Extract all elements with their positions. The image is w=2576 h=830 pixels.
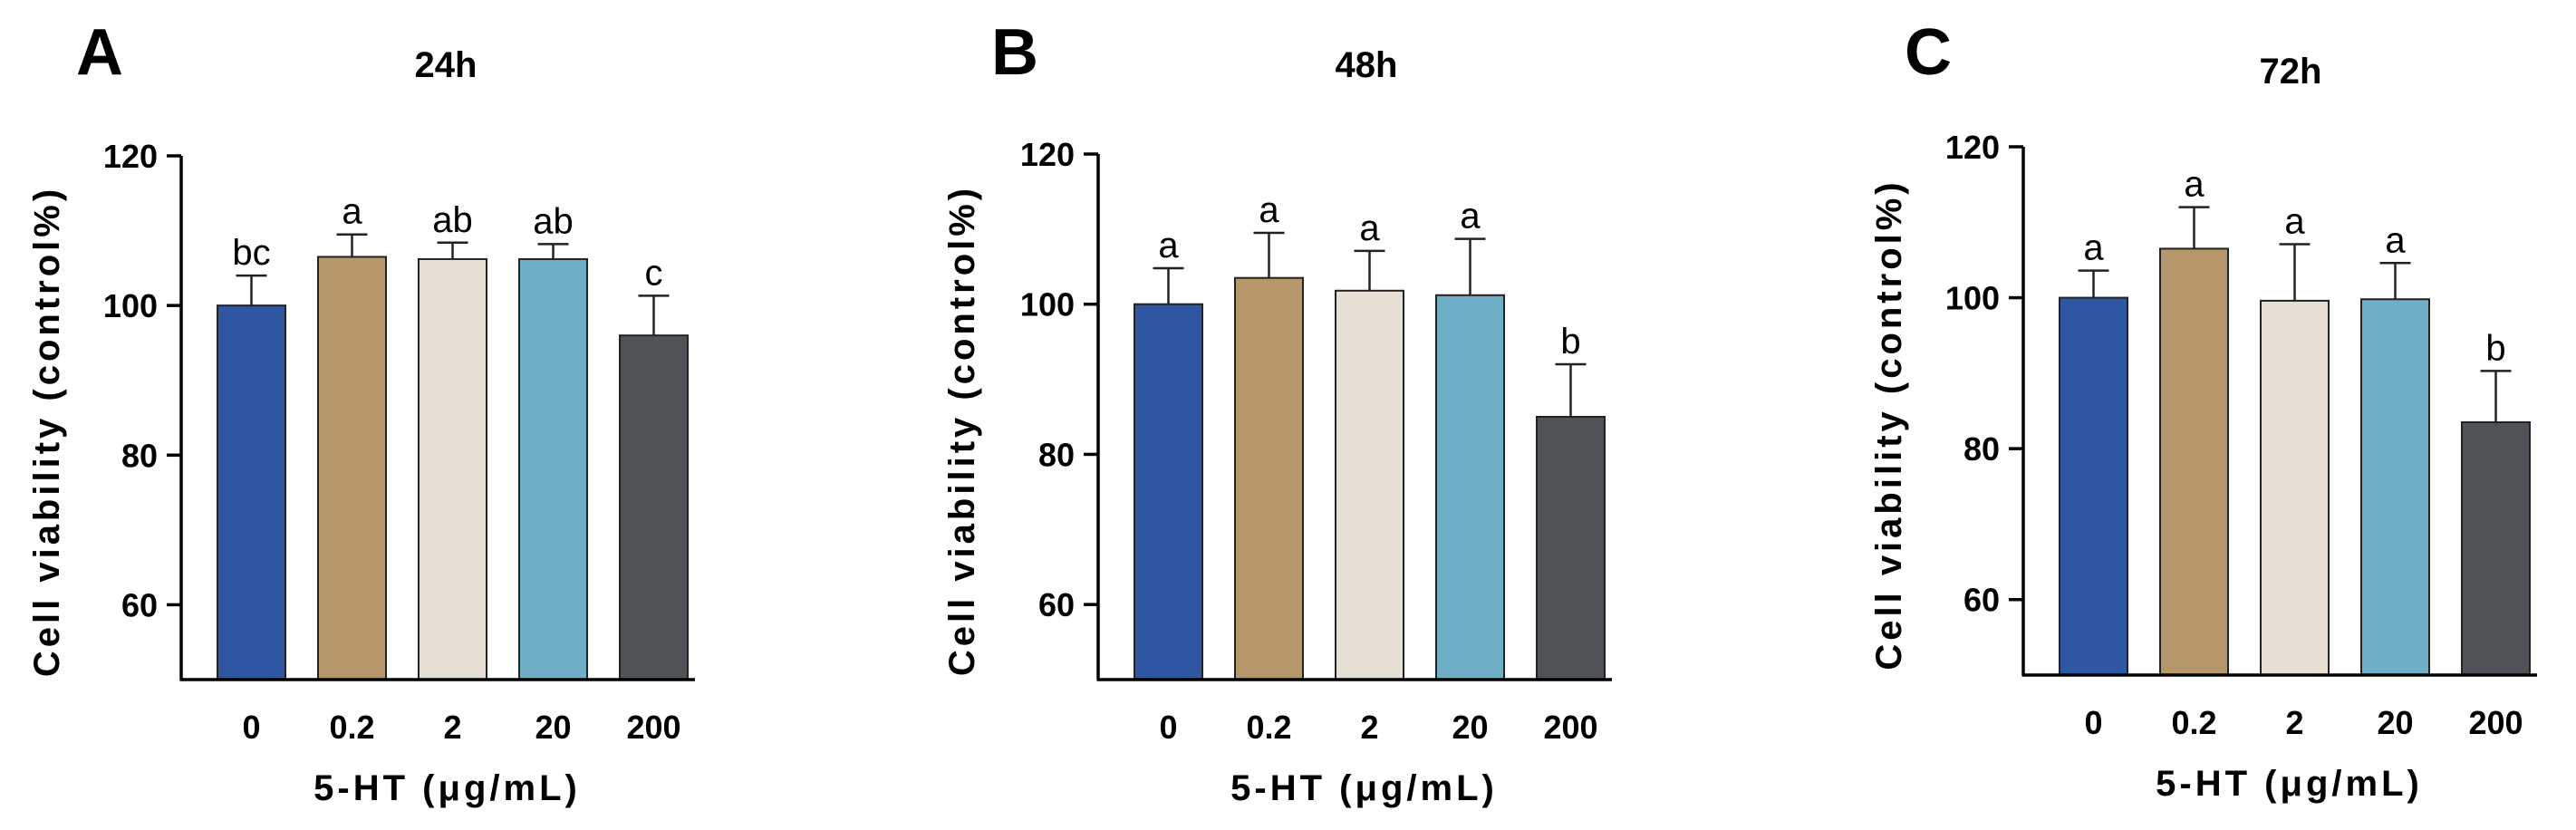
chart-title: 72h <box>2260 52 2322 92</box>
panel-letter: A <box>76 16 123 89</box>
chart-panel-b: B 48h a 0 a 0.2 a 2 a 20 b 200 60 80 100 120 5-HT (μg/mL… <box>942 16 1612 808</box>
y-tick-label: 60 <box>1038 586 1075 623</box>
bar-20 <box>518 257 588 680</box>
y-tick-label: 60 <box>1963 582 2000 619</box>
chart-title: 48h <box>1336 45 1398 85</box>
y-tick-label: 120 <box>103 138 158 175</box>
bar-200 <box>619 334 689 680</box>
y-tick-label: 60 <box>121 586 158 623</box>
y-axis-label: Cell viability (control%) <box>27 186 67 677</box>
x-tick-label: 0 <box>2084 704 2102 741</box>
y-tick-label: 80 <box>1038 436 1075 473</box>
x-tick-label: 20 <box>535 709 571 746</box>
x-axis-label: 5-HT (μg/mL) <box>2156 764 2423 804</box>
y-tick-label: 120 <box>1945 129 2000 166</box>
y-axis-label: Cell viability (control%) <box>942 185 982 676</box>
significance-label: a <box>1460 197 1481 236</box>
x-tick-label: 2 <box>1360 709 1378 746</box>
y-tick-label: 120 <box>1020 136 1075 173</box>
significance-label: a <box>2284 201 2305 241</box>
y-tick-label: 100 <box>103 287 158 324</box>
significance-label: a <box>2385 220 2406 260</box>
x-tick-label: 0 <box>1159 709 1177 746</box>
significance-label: ab <box>533 201 574 241</box>
bar-0.2 <box>1234 276 1304 680</box>
x-tick-label: 0 <box>242 709 260 746</box>
bar-20 <box>1435 294 1505 680</box>
bar-2 <box>1335 289 1404 680</box>
x-axis-label: 5-HT (μg/mL) <box>1230 768 1498 808</box>
bar-20 <box>2360 298 2430 676</box>
significance-label: a <box>342 192 362 232</box>
chart-panel-a: A 24h bc 0 a 0.2 ab 2 ab 20 c 200 60 80 100 120 5-HT (μg… <box>27 16 695 808</box>
bar-200 <box>1536 416 1606 680</box>
bar-0 <box>217 304 286 680</box>
x-tick-label: 0.2 <box>329 709 374 746</box>
significance-label: a <box>1359 208 1380 248</box>
significance-label: a <box>1158 226 1179 265</box>
panel-letter: C <box>1905 16 1952 89</box>
significance-label: a <box>1259 190 1279 230</box>
significance-label: ab <box>432 200 473 240</box>
x-tick-label: 2 <box>2285 704 2303 741</box>
panel-letter: B <box>991 16 1038 89</box>
x-tick-label: 0.2 <box>2171 704 2216 741</box>
bar-2 <box>2260 299 2330 676</box>
x-tick-label: 20 <box>1452 709 1488 746</box>
significance-label: b <box>2485 328 2505 368</box>
x-axis-label: 5-HT (μg/mL) <box>314 768 581 808</box>
significance-label: a <box>2184 165 2205 205</box>
significance-label: b <box>1560 322 1580 362</box>
significance-label: a <box>2083 228 2104 268</box>
x-tick-label: 20 <box>2377 704 2413 741</box>
x-tick-label: 2 <box>443 709 461 746</box>
bar-0 <box>2059 296 2128 676</box>
chart-title: 24h <box>415 45 478 85</box>
bar-0.2 <box>2159 247 2229 676</box>
chart-panel-c: C 72h a 0 a 0.2 a 2 a 20 b 200 60 80 100 120 5-HT (μg/mL… <box>1869 16 2537 804</box>
x-tick-label: 0.2 <box>1246 709 1291 746</box>
bar-2 <box>418 257 487 680</box>
bar-200 <box>2461 420 2531 676</box>
significance-label: bc <box>232 233 270 273</box>
y-tick-label: 100 <box>1945 280 2000 317</box>
y-tick-label: 80 <box>1963 430 2000 468</box>
y-tick-label: 100 <box>1020 286 1075 323</box>
y-tick-label: 80 <box>121 437 158 474</box>
x-tick-label: 200 <box>2468 704 2523 741</box>
x-tick-label: 200 <box>1543 709 1597 746</box>
significance-label: c <box>645 253 663 293</box>
bar-0 <box>1134 303 1203 680</box>
bar-0.2 <box>317 256 387 680</box>
y-axis-label: Cell viability (control%) <box>1869 179 1909 670</box>
x-tick-label: 200 <box>626 709 680 746</box>
